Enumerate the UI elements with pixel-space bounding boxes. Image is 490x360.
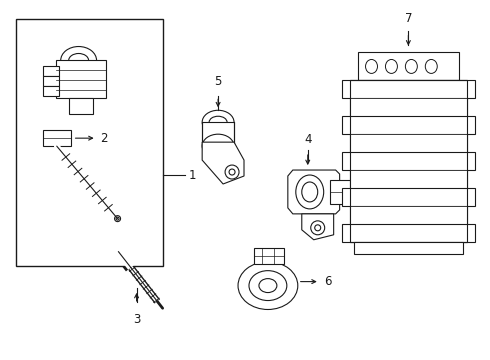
Bar <box>330 180 352 204</box>
Ellipse shape <box>296 175 324 209</box>
Bar <box>349 170 467 188</box>
Ellipse shape <box>238 262 298 310</box>
Bar <box>202 122 234 146</box>
Ellipse shape <box>61 46 97 75</box>
Bar <box>43 67 59 76</box>
Ellipse shape <box>386 59 397 73</box>
Ellipse shape <box>425 59 437 73</box>
Ellipse shape <box>202 134 234 158</box>
Text: 6: 6 <box>324 275 331 288</box>
Ellipse shape <box>229 169 235 175</box>
Bar <box>342 224 475 242</box>
Bar <box>342 152 475 170</box>
Bar <box>342 116 475 134</box>
Ellipse shape <box>209 116 227 128</box>
Ellipse shape <box>202 110 234 134</box>
Bar <box>43 130 71 146</box>
Bar <box>349 134 467 152</box>
Ellipse shape <box>225 165 239 179</box>
Text: 7: 7 <box>405 12 412 24</box>
Ellipse shape <box>311 221 325 235</box>
Ellipse shape <box>302 182 318 202</box>
Bar <box>254 248 284 264</box>
Text: 4: 4 <box>304 133 312 146</box>
Polygon shape <box>302 214 334 240</box>
Text: 2: 2 <box>100 132 108 145</box>
Bar <box>349 80 467 242</box>
Bar <box>69 98 93 114</box>
Ellipse shape <box>249 271 287 301</box>
Text: 3: 3 <box>133 313 140 326</box>
Bar <box>349 206 467 224</box>
Ellipse shape <box>69 54 89 67</box>
Bar <box>43 86 59 96</box>
Ellipse shape <box>116 217 119 220</box>
Polygon shape <box>288 170 340 214</box>
Bar <box>342 188 475 206</box>
Text: 1: 1 <box>188 168 196 181</box>
Bar <box>342 80 475 98</box>
Ellipse shape <box>115 216 121 222</box>
Ellipse shape <box>315 225 321 231</box>
Bar <box>16 19 163 266</box>
Ellipse shape <box>259 279 277 293</box>
Bar <box>56 60 105 98</box>
Ellipse shape <box>366 59 377 73</box>
Polygon shape <box>202 142 244 184</box>
Bar <box>354 242 463 254</box>
Bar <box>43 76 59 86</box>
Bar <box>349 80 467 242</box>
Bar <box>349 98 467 116</box>
Text: 5: 5 <box>215 75 222 88</box>
Ellipse shape <box>405 59 417 73</box>
Bar <box>358 53 459 80</box>
